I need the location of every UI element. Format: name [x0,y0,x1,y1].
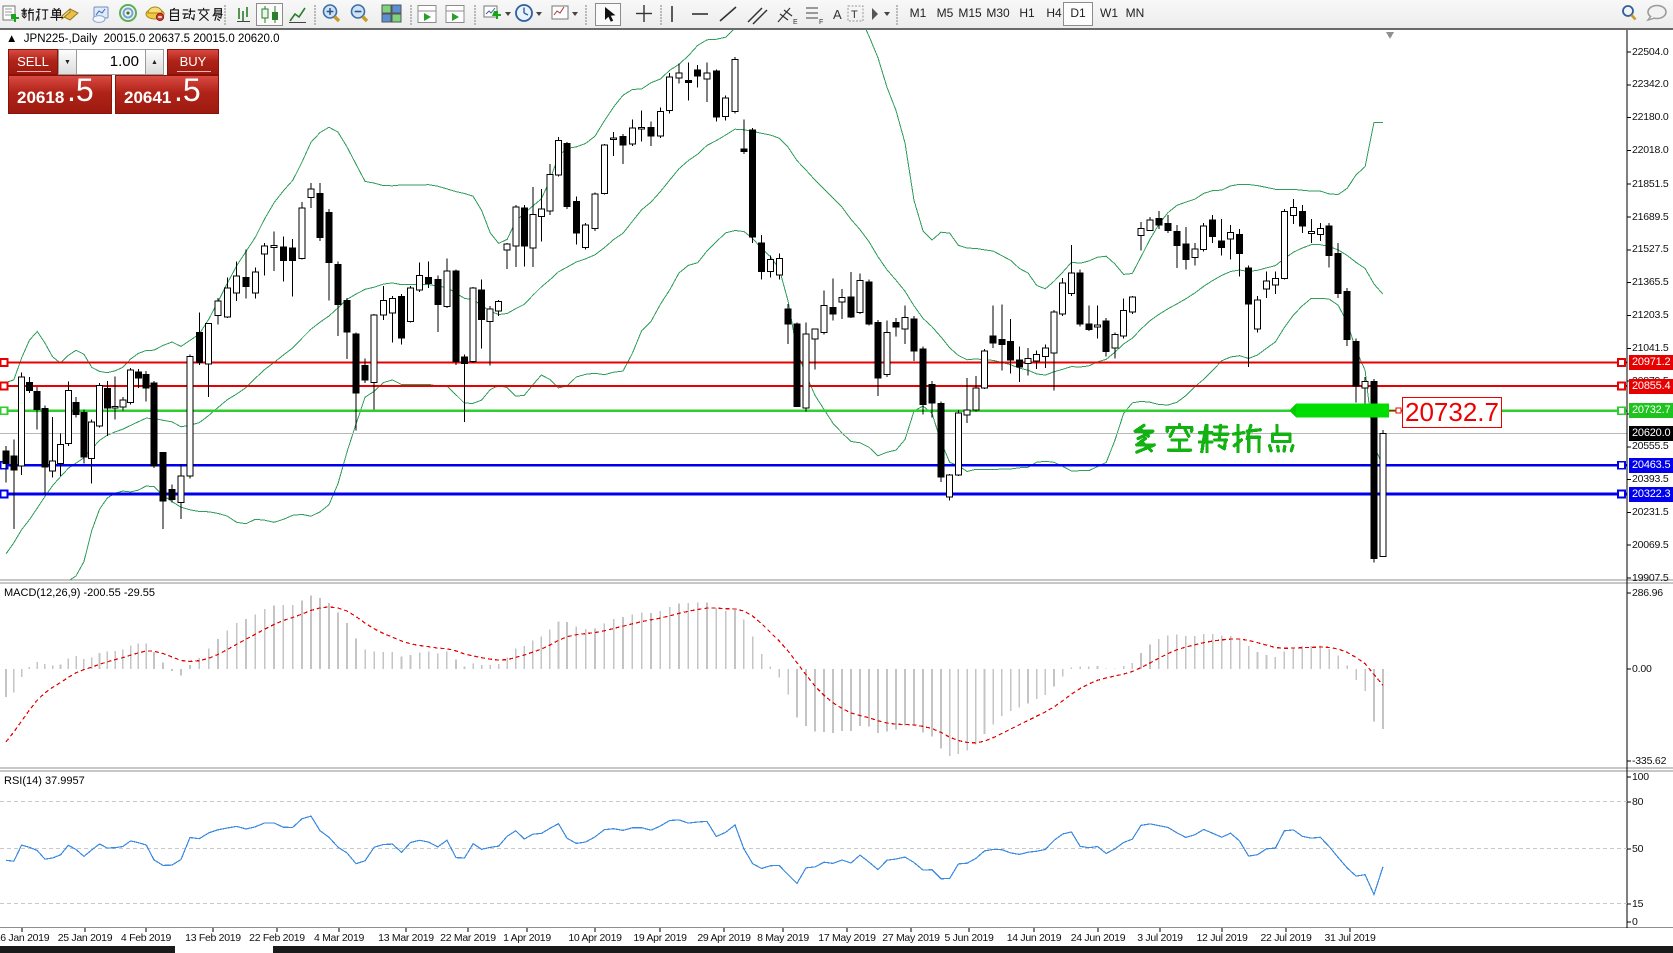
svg-text:F: F [819,19,823,26]
svg-text:20732.7: 20732.7 [1405,397,1499,427]
svg-text:T: T [851,9,858,21]
svg-text:A: A [833,7,842,22]
svg-text:E: E [793,19,798,26]
